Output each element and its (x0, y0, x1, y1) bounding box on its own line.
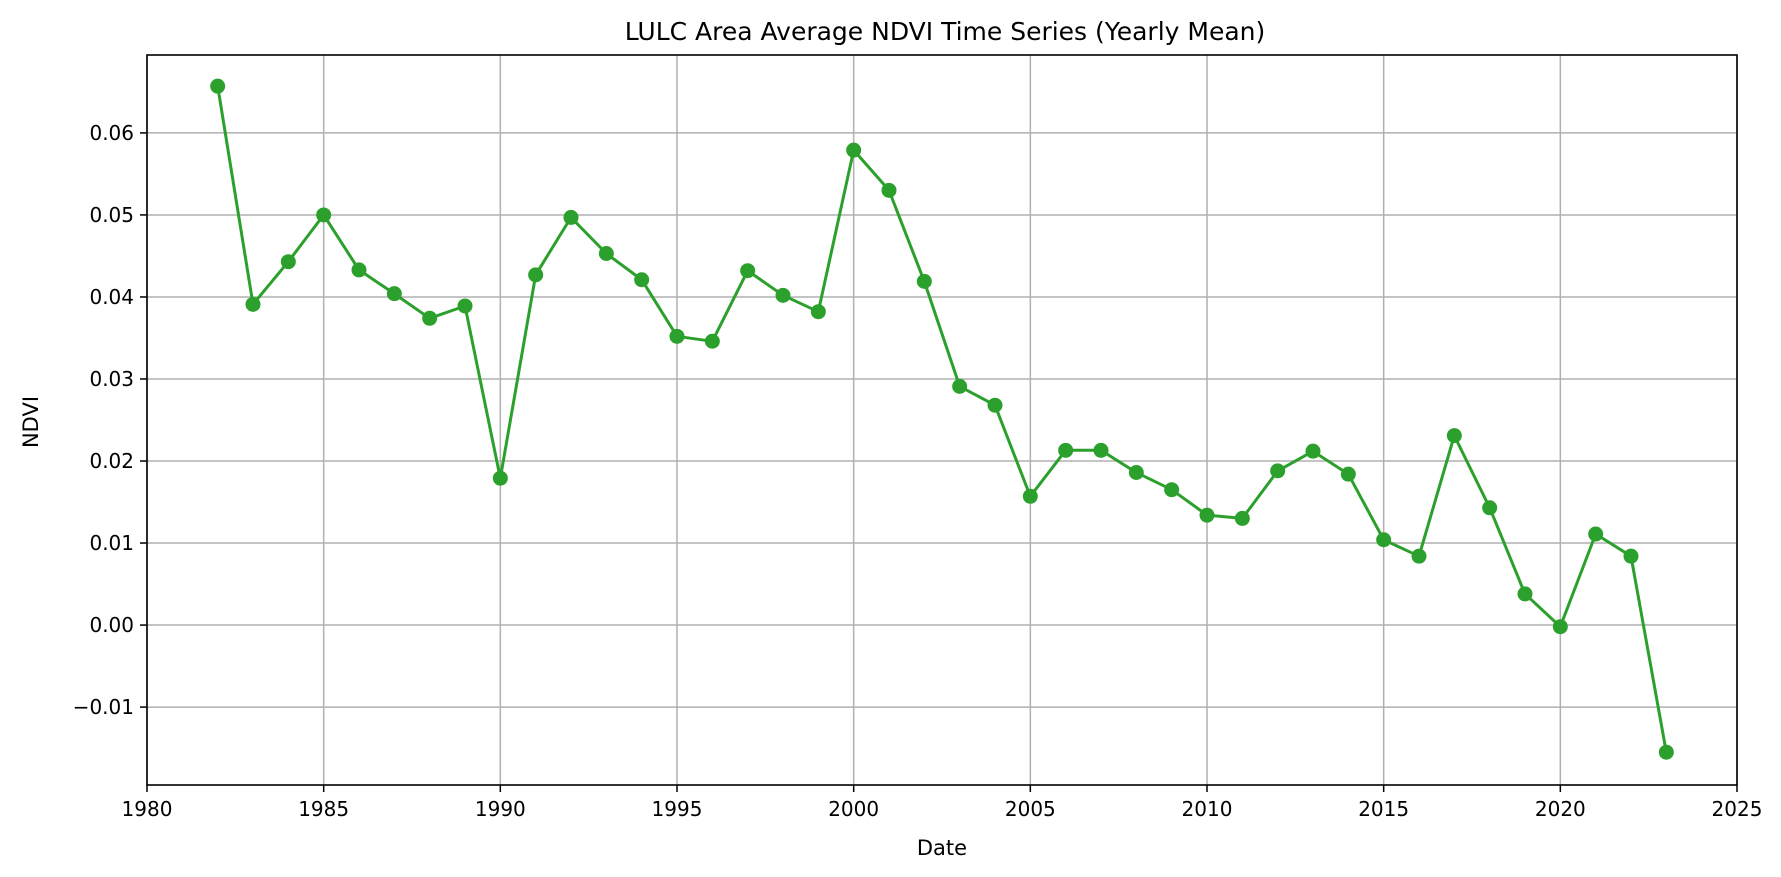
chart-title: LULC Area Average NDVI Time Series (Year… (625, 17, 1266, 46)
data-point (1623, 548, 1639, 564)
data-point (528, 267, 544, 283)
y-tick-label: 0.05 (89, 203, 134, 227)
data-point (1517, 586, 1533, 602)
data-point (916, 273, 932, 289)
ndvi-series (210, 78, 1674, 760)
x-tick-label: 2005 (1005, 797, 1056, 821)
x-tick-label: 1980 (122, 797, 173, 821)
data-point (422, 310, 438, 326)
data-point (492, 470, 508, 486)
data-point (1588, 526, 1604, 542)
x-axis-ticks: 1980 1985 1990 1995 2000 2005 2010 2015 2020 2025 (122, 785, 1763, 821)
y-tick-label: 0.04 (89, 285, 134, 309)
ndvi-series-line (216, 85, 1668, 753)
data-point (1552, 619, 1568, 635)
data-point (704, 333, 720, 349)
data-point (952, 378, 968, 394)
data-point (563, 209, 579, 225)
data-point (1128, 464, 1144, 480)
data-point (457, 298, 473, 314)
data-point (316, 207, 332, 223)
x-tick-label: 1985 (298, 797, 349, 821)
data-point (1199, 507, 1215, 523)
data-point (1164, 482, 1180, 498)
x-tick-label: 2015 (1358, 797, 1409, 821)
data-point (1093, 442, 1109, 458)
x-tick-label: 2000 (828, 797, 879, 821)
data-point (1411, 548, 1427, 564)
y-tick-label: 0.03 (89, 367, 134, 391)
data-point (810, 304, 826, 320)
y-axis-ticks: −0.01 0.00 0.01 0.02 0.03 0.04 0.05 0.06 (73, 121, 147, 719)
x-tick-label: 2010 (1182, 797, 1233, 821)
data-point (1340, 466, 1356, 482)
data-point (987, 397, 1003, 413)
data-point (881, 182, 897, 198)
data-point (1376, 532, 1392, 548)
data-point (1305, 443, 1321, 459)
y-tick-label: 0.02 (89, 449, 134, 473)
data-point (846, 142, 862, 158)
data-point (1234, 510, 1250, 526)
y-tick-label: 0.01 (89, 531, 134, 555)
data-point (1270, 463, 1286, 479)
data-point (386, 286, 402, 302)
data-point (1446, 428, 1462, 444)
data-point (351, 262, 367, 278)
data-point (1058, 442, 1074, 458)
data-point (1022, 488, 1038, 504)
x-tick-label: 1990 (475, 797, 526, 821)
y-tick-label: 0.06 (89, 121, 134, 145)
data-point (210, 78, 226, 94)
y-axis-label: NDVI (19, 396, 43, 448)
data-point (245, 296, 261, 312)
data-point (1482, 500, 1498, 516)
data-point (598, 245, 614, 261)
x-tick-label: 1995 (652, 797, 703, 821)
y-tick-label: 0.00 (89, 613, 134, 637)
data-point (669, 328, 685, 344)
data-point (1658, 744, 1674, 760)
y-tick-label: −0.01 (73, 695, 134, 719)
x-axis-label: Date (917, 836, 967, 860)
x-tick-label: 2025 (1712, 797, 1763, 821)
data-point (634, 272, 650, 288)
x-tick-label: 2020 (1535, 797, 1586, 821)
data-point (280, 254, 296, 270)
data-point (775, 287, 791, 303)
grid-lines (146, 55, 1738, 785)
plot-frame (146, 54, 1738, 786)
data-point (740, 263, 756, 279)
